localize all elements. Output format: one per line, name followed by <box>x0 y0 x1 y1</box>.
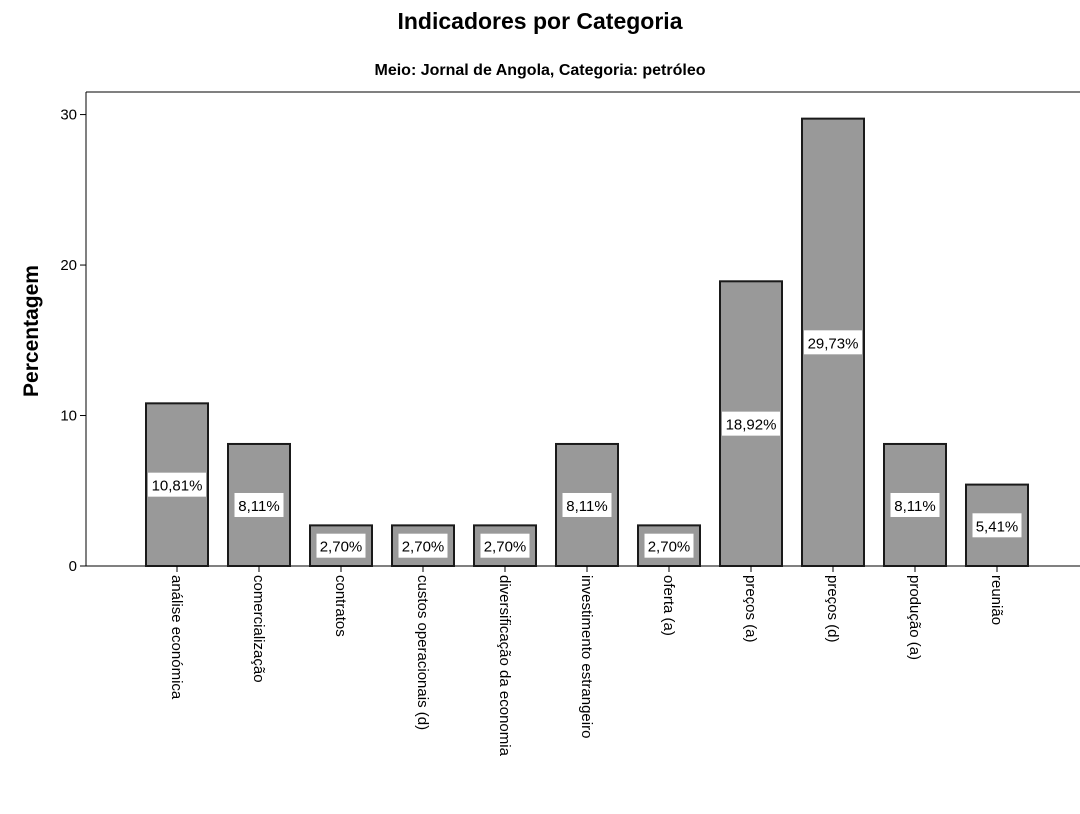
data-label-box <box>148 472 206 497</box>
y-axis-label: Percentagem <box>20 265 43 397</box>
data-label: 8,11% <box>238 498 279 515</box>
data-label: 29,73% <box>808 335 859 352</box>
x-tick-label: comercialização <box>250 575 267 683</box>
data-label: 2,70% <box>648 539 691 556</box>
x-tick-label: preços (a) <box>742 575 759 643</box>
data-label-box <box>234 492 284 517</box>
x-tick-label: investimento estrangeiro <box>578 575 595 738</box>
chart-subtitle: Meio: Jornal de Angola, Categoria: petró… <box>374 62 706 79</box>
y-tick-label: 0 <box>69 558 77 575</box>
data-label: 2,70% <box>320 539 363 556</box>
x-tick-label: produção (a) <box>906 575 923 660</box>
data-label: 18,92% <box>726 417 777 434</box>
data-label: 10,81% <box>152 478 203 495</box>
data-label: 5,41% <box>976 518 1019 535</box>
x-tick-label: diversificação da economia <box>496 575 513 757</box>
x-tick-label: custos operacionais (d) <box>414 575 431 730</box>
x-tick-label: contratos <box>332 575 349 637</box>
data-label-box <box>316 533 366 558</box>
data-label-box <box>398 533 448 558</box>
data-label: 8,11% <box>566 498 607 515</box>
data-label-box <box>480 533 530 558</box>
chart-title: Indicadores por Categoria <box>397 8 683 34</box>
data-label: 2,70% <box>402 539 445 556</box>
data-label-box <box>644 533 694 558</box>
y-tick-label: 10 <box>60 408 77 425</box>
data-label-box <box>722 411 780 436</box>
data-label-box <box>804 330 862 355</box>
data-label: 8,11% <box>894 498 935 515</box>
x-tick-label: preços (d) <box>824 575 841 643</box>
x-tick-label: análise económica <box>168 575 185 700</box>
y-tick-label: 30 <box>60 107 77 124</box>
y-tick-label: 20 <box>60 257 77 274</box>
data-label-box <box>972 513 1022 538</box>
data-label-box <box>562 492 612 517</box>
data-label-box <box>890 492 940 517</box>
x-tick-label: oferta (a) <box>660 575 677 636</box>
x-tick-label: reunião <box>988 575 1005 625</box>
data-label: 2,70% <box>484 539 527 556</box>
